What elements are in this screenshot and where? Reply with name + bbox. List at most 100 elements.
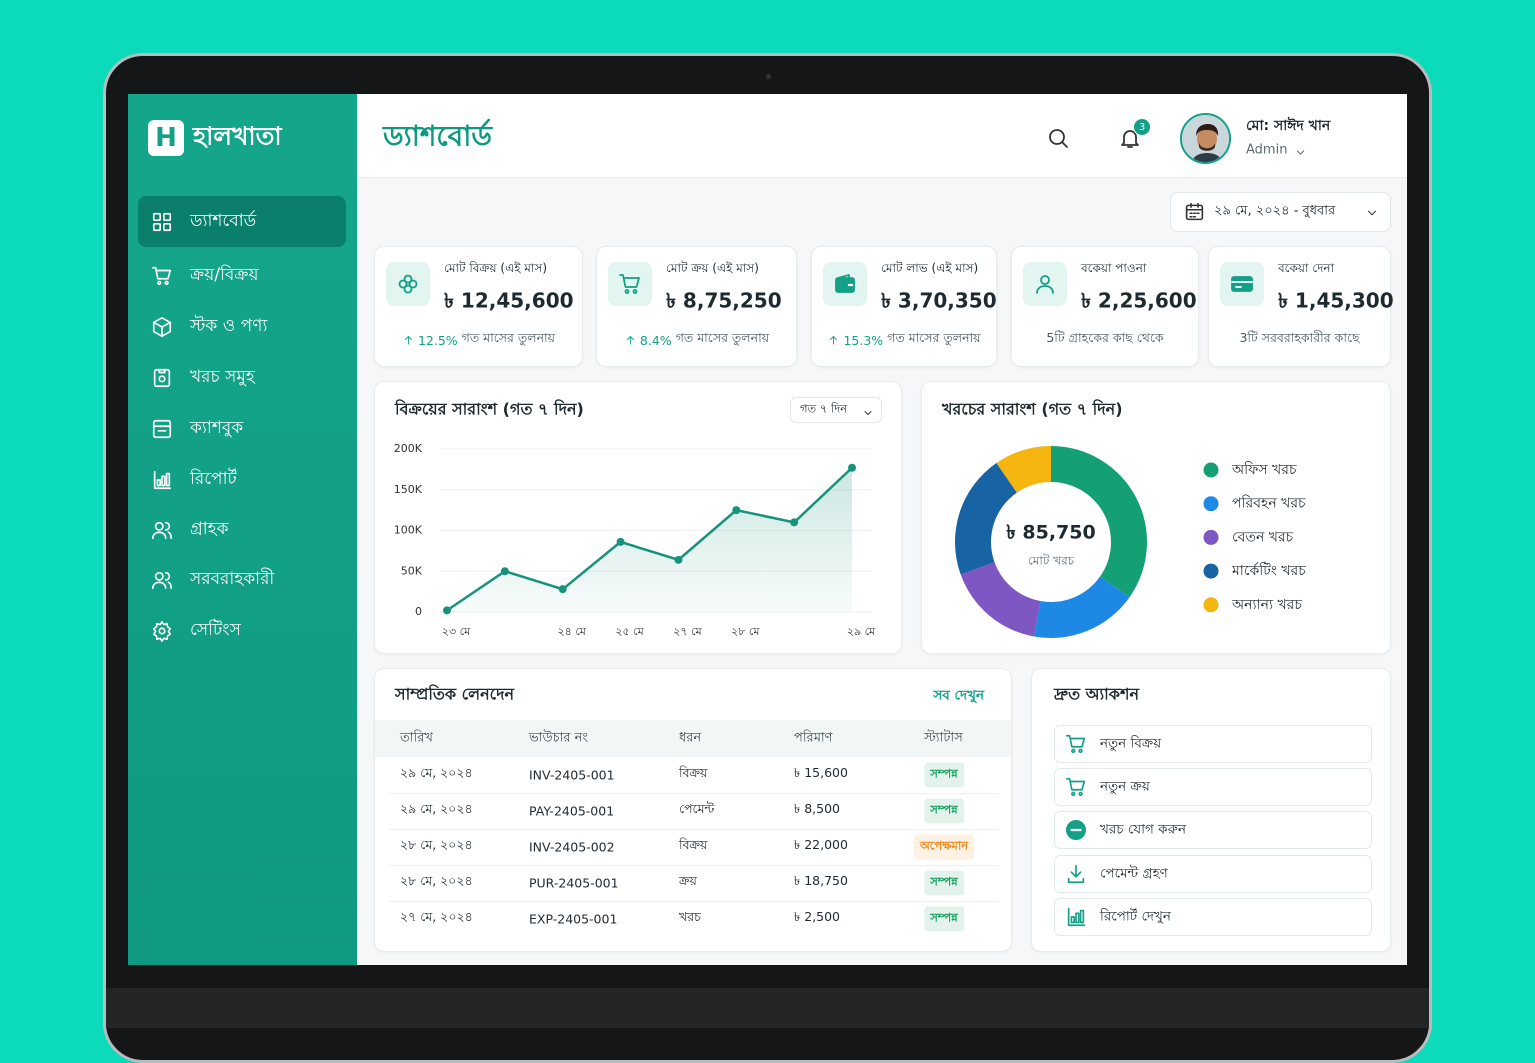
kpi-note: গত মাসের তুলনায়: [675, 330, 770, 345]
nav-icon-part: [153, 368, 171, 388]
legend-label: অফিস খরচ: [1231, 461, 1297, 478]
period-text: গত ৭ দিন: [800, 401, 848, 416]
donut-center-value: ৳ 85,750: [1006, 522, 1095, 544]
kpi-icon-part-part: [398, 279, 408, 289]
table-header-bg: [375, 720, 1011, 757]
donut-center-label: মোট খরচ: [1028, 554, 1075, 568]
legend-dot: [1203, 462, 1219, 478]
role-chevron-part: [1296, 150, 1305, 155]
nav-item[interactable]: স্টক ও পণ্য: [190, 316, 268, 336]
kpi-icon: [833, 272, 857, 296]
period-select[interactable]: [790, 397, 882, 423]
legend-dot: [1203, 529, 1219, 545]
legend-dot: [1203, 496, 1219, 512]
avatar[interactable]: [1180, 113, 1231, 164]
kpi-icon-part: [1036, 275, 1054, 294]
camera: [766, 74, 771, 79]
view-all-link[interactable]: সব দেখুন: [933, 687, 984, 704]
page-title: ড্যাশবোর্ড: [383, 119, 492, 153]
nav-icon: [151, 367, 173, 389]
nav-item[interactable]: সেটিংস: [190, 620, 241, 640]
nav-icon: [151, 569, 173, 591]
kpi-up-arrow: [402, 334, 414, 346]
action-icon-part: [1067, 864, 1085, 883]
nav-icon: [151, 211, 173, 233]
line: [446, 466, 853, 612]
table-cell: বিক্রয়: [679, 837, 708, 852]
x-tick-label: ২৩ মে: [442, 625, 471, 638]
nav-item[interactable]: ক্রয়/বিক্রয়: [190, 265, 259, 285]
donut-segment: [1034, 576, 1130, 638]
user-name: মো: সাঈদ খান: [1246, 118, 1331, 134]
row-divider: [388, 829, 998, 830]
kpi-value: ৳ 1,45,300: [1278, 288, 1394, 313]
nav-icon-part: [152, 521, 172, 540]
legend-label: পরিবহন খরচ: [1232, 495, 1306, 512]
nav-icon-part-part: [158, 375, 166, 383]
nav-item[interactable]: খরচ সমুহ: [190, 367, 255, 387]
kpi-icon-tile: [386, 262, 430, 306]
nav-icon: [151, 265, 173, 287]
search-icon-part-part: [1049, 129, 1065, 145]
avatar-part-part: [1191, 153, 1223, 162]
table-cell: INV-2405-001: [529, 767, 615, 783]
nav-icon-part: [152, 317, 172, 337]
point: [848, 463, 856, 472]
legend-label: বেতন খরচ: [1232, 529, 1294, 545]
kpi-icon-part-part: [408, 279, 418, 289]
action-button[interactable]: [1054, 768, 1372, 807]
point: [674, 555, 683, 564]
nav-active-bg[interactable]: [138, 196, 346, 247]
status-badge: সম্পন্ন: [924, 762, 964, 788]
action-icon-part: [1067, 907, 1086, 926]
donut-segment: [955, 463, 1017, 575]
nav-item[interactable]: গ্রাহক: [190, 519, 229, 539]
action-label: রিপোর্ট দেখুন: [1100, 908, 1171, 925]
nav-item[interactable]: ড্যাশবোর্ড: [190, 211, 257, 231]
kpi-footer: 8.4% গত মাসের তুলনায়: [624, 330, 769, 350]
nav-item[interactable]: সরবরাহকারী: [190, 569, 275, 589]
table-cell: ২৯ মে, ২০২৪: [400, 765, 473, 780]
search-icon[interactable]: [1046, 126, 1070, 150]
action-button[interactable]: [1054, 725, 1372, 763]
nav-icon-part: [152, 419, 172, 439]
table-cell: INV-2405-002: [529, 839, 615, 855]
nav-icon-part-part: [158, 627, 166, 635]
kpi-icon-part-part: [632, 289, 638, 294]
table-header: তারিখ: [400, 730, 433, 746]
action-icon-part-part: [1079, 909, 1085, 924]
nav-item[interactable]: ক্যাশবুক: [190, 418, 244, 438]
action-button[interactable]: [1054, 811, 1372, 850]
nav-icon-part-part: [161, 475, 166, 487]
nav-icon-part-part: [164, 280, 169, 286]
donut-segment: [960, 562, 1041, 637]
table-cell: ২৯ মে, ২০২৪: [400, 801, 473, 816]
calendar-icon-part-part: [1185, 204, 1204, 221]
nav-icon-part-part: [163, 223, 172, 232]
action-icon-part: [1066, 734, 1086, 754]
action-icon-part-part: [1075, 912, 1080, 924]
section-title: দ্রুত অ্যাকশন: [1054, 684, 1139, 704]
point: [443, 606, 451, 615]
status-badge: সম্পন্ন: [924, 906, 964, 932]
action-label: পেমেন্ট গ্রহণ: [1100, 865, 1168, 882]
kpi-card: [596, 246, 797, 367]
action-button[interactable]: [1054, 854, 1372, 893]
nav-item[interactable]: রিপোর্ট: [190, 469, 237, 489]
bell-icon[interactable]: [1118, 126, 1142, 150]
table-cell: ২৭ মে, ২০২৪: [400, 909, 473, 924]
avatar-part: [1182, 115, 1229, 162]
action-icon-part-part: [1066, 778, 1086, 791]
kpi-up-arrow-part-part: [829, 336, 837, 345]
kpi-icon-part-part: [1036, 285, 1054, 294]
nav-icon-part-part: [152, 521, 172, 540]
date-picker[interactable]: [1170, 192, 1391, 232]
table-cell: ক্রয়: [679, 873, 697, 888]
action-icon-part-part: [1067, 907, 1086, 926]
action-button[interactable]: [1054, 897, 1372, 936]
date-chevron-part: [1367, 210, 1377, 216]
kpi-label: মোট ক্রয় (এই মাস): [666, 261, 759, 275]
action-label: নতুন ক্রয়: [1100, 778, 1150, 795]
avatar-part-part: [1196, 124, 1219, 136]
role-chevron: [1294, 144, 1307, 157]
